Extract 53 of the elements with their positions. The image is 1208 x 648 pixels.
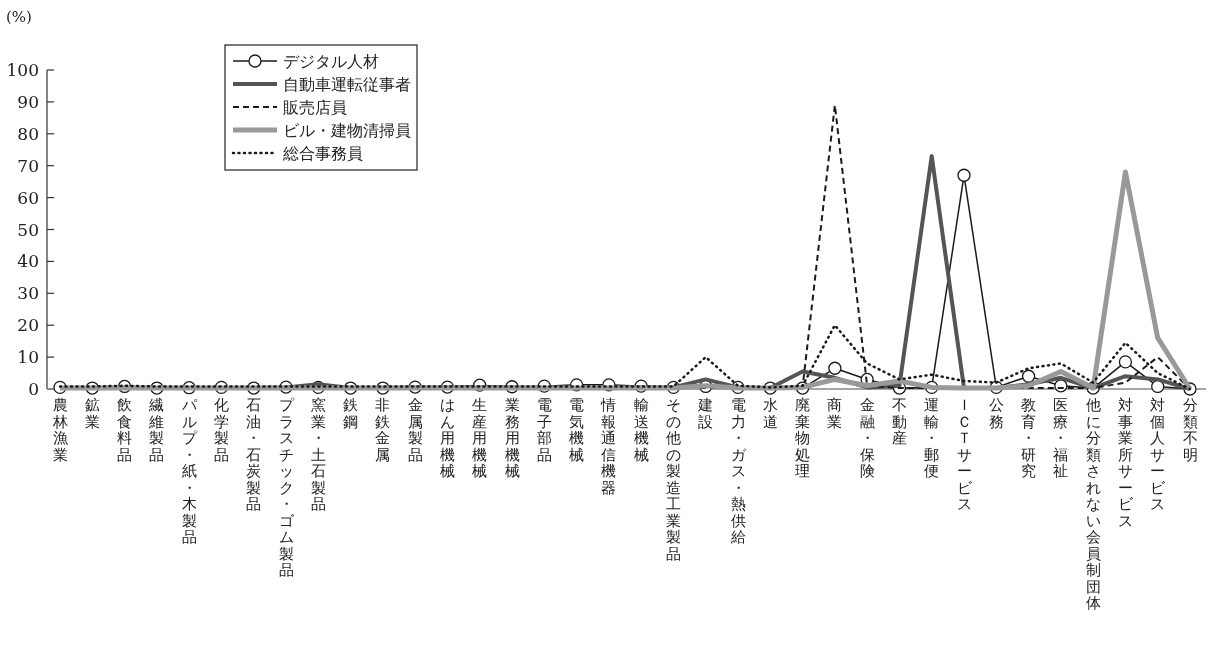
y-tick-label: 40 xyxy=(17,251,39,272)
category-label: プラスチック・ゴム製品 xyxy=(278,396,294,579)
x-tick-label: 公務 xyxy=(988,396,1004,431)
x-tick-label: 繊維製品 xyxy=(148,396,165,464)
legend-label: デジタル人材 xyxy=(283,52,379,71)
x-tick-label: 金融・保険 xyxy=(859,396,875,480)
y-tick-label: 100 xyxy=(6,60,39,80)
legend-label: ビル・建物清掃員 xyxy=(283,121,411,140)
x-tick-label: はん用機械 xyxy=(439,396,455,480)
y-tick-label: 70 xyxy=(17,155,39,176)
x-tick-label: 水道 xyxy=(762,396,778,431)
y-tick-label: 60 xyxy=(17,187,39,208)
y-axis-title: (%) xyxy=(6,8,32,26)
x-tick-label: 情報通信機器 xyxy=(600,396,617,497)
x-tick-label: 建設 xyxy=(697,396,714,431)
x-tick-label: 不動産 xyxy=(891,396,907,447)
x-tick-label: 生産用機械 xyxy=(472,396,488,480)
x-tick-label: 商業 xyxy=(827,396,843,431)
y-tick-label: 50 xyxy=(17,219,39,240)
legend-label: 総合事務員 xyxy=(282,144,363,163)
x-tick-label: 鉱業 xyxy=(84,396,100,431)
x-tick-label: ＩＣＴサービス xyxy=(956,396,973,513)
x-tick-label: 対個人サービス xyxy=(1150,396,1167,513)
legend-label: 販売店員 xyxy=(283,98,347,117)
y-tick-label: 0 xyxy=(28,379,39,399)
legend-label: 自動車運転従事者 xyxy=(283,75,411,94)
x-tick-label: 非鉄金属 xyxy=(375,396,391,464)
x-tick-label: 化学製品 xyxy=(213,396,229,464)
x-tick-label: 分類不明 xyxy=(1182,396,1198,464)
y-tick-label: 80 xyxy=(17,123,39,144)
y-tick-label: 20 xyxy=(17,315,39,336)
category-label: 電力・ガス・熱供給 xyxy=(730,396,746,546)
x-tick-label: 鉄鋼 xyxy=(343,396,359,431)
x-tick-label: 窯業・土石製品 xyxy=(310,396,326,513)
y-tick-label: 30 xyxy=(17,283,39,304)
x-tick-label: 教育・研究 xyxy=(1021,396,1037,480)
category-label: パルプ・紙・木製品 xyxy=(181,396,197,546)
category-label: 他に分類されない会員制団体 xyxy=(1085,396,1101,612)
x-tick-label: 金属製品 xyxy=(407,396,423,464)
x-tick-label: 廃棄物処理 xyxy=(795,396,811,480)
x-tick-label: 対事業所サービス xyxy=(1117,396,1134,530)
x-tick-label: 業務用機械 xyxy=(504,396,520,480)
x-tick-label: 飲食料品 xyxy=(117,396,133,464)
y-tick-label: 90 xyxy=(17,91,39,112)
x-tick-label: 輸送機械 xyxy=(633,396,649,464)
x-tick-label: 運輸・郵便 xyxy=(924,396,940,480)
x-tick-label: 農林漁業 xyxy=(51,396,68,464)
x-tick-label: 石油・石炭製品 xyxy=(246,396,262,513)
x-tick-label: 医療・福祉 xyxy=(1053,396,1069,480)
x-tick-label: 電子部品 xyxy=(536,396,552,464)
x-tick-label: 電気機械 xyxy=(569,396,585,464)
y-tick-label: 10 xyxy=(17,347,39,368)
category-label: その他の製造工業製品 xyxy=(665,396,681,563)
